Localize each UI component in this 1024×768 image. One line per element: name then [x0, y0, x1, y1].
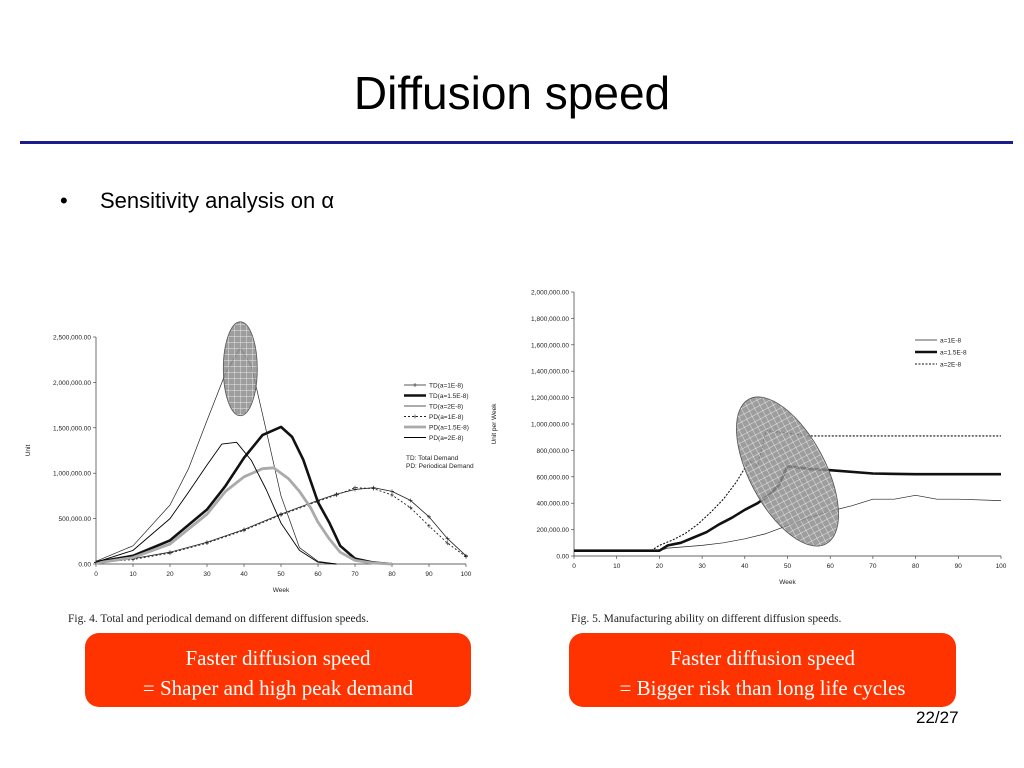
callout-line: = Shaper and high peak demand: [142, 676, 414, 700]
x-tick-label: 100: [461, 571, 472, 578]
slide-title: Diffusion speed: [353, 67, 671, 119]
series-point: [334, 492, 339, 497]
y-tick-label: 1,500,000.00: [53, 425, 91, 432]
y-tick-label: 200,000.00: [536, 527, 569, 534]
series-point: [242, 528, 246, 533]
y-tick-label: 2,000,000.00: [531, 290, 569, 297]
y-tick-label: 1,200,000.00: [531, 395, 569, 402]
x-tick-label: 10: [613, 563, 621, 570]
series-point: [390, 489, 394, 494]
x-tick-label: 10: [129, 571, 137, 578]
legend-label: a=1.5E-8: [940, 350, 967, 357]
series-point: [316, 499, 320, 504]
x-tick-label: 100: [996, 563, 1007, 570]
series-line: [574, 464, 1001, 552]
callout-line: = Bigger risk than long life cycles: [619, 676, 906, 700]
legend-label: TD(a=2E-8): [429, 404, 463, 411]
y-tick-label: 2,500,000.00: [53, 335, 91, 342]
bullet-icon: •: [60, 188, 68, 213]
callout-peak-demand: Faster diffusion speed = Shaper and high…: [85, 633, 471, 707]
series-point: [371, 486, 376, 491]
legend-label: a=1E-8: [940, 338, 962, 345]
legend-label: TD(a=1E-8): [429, 383, 463, 390]
y-tick-label: 1,800,000.00: [531, 316, 569, 323]
series-point: [427, 514, 431, 519]
x-tick-label: 50: [784, 563, 792, 570]
x-tick-label: 80: [388, 571, 396, 578]
x-tick-label: 60: [314, 571, 322, 578]
series-point: [205, 541, 209, 546]
series-point: [427, 523, 431, 528]
x-tick-label: 90: [425, 571, 433, 578]
title-divider: [20, 141, 1013, 144]
x-tick-label: 30: [203, 571, 211, 578]
legend-label: a=2E-8: [940, 362, 962, 369]
legend-note: TD: Total Demand: [406, 455, 459, 462]
series-line: [95, 466, 393, 566]
y-tick-label: 1,600,000.00: [531, 342, 569, 349]
series-line: [95, 487, 467, 564]
x-tick-label: 60: [827, 563, 835, 570]
legend-label: PD(a=2E-8): [429, 435, 464, 442]
legend-label: TD(a=1.5E-8): [429, 393, 469, 400]
x-tick-label: 70: [869, 563, 877, 570]
x-tick-label: 80: [912, 563, 920, 570]
y-tick-label: 800,000.00: [536, 448, 569, 455]
legend-note: PD: Periodical Demand: [406, 463, 474, 470]
x-tick-label: 90: [955, 563, 963, 570]
bullet-text: Sensitivity analysis on α: [100, 188, 335, 213]
callout-line: Faster diffusion speed: [185, 646, 371, 670]
series-line: [95, 441, 337, 565]
y-tick-label: 1,000,000.00: [53, 471, 91, 478]
y-tick-label: 600,000.00: [536, 474, 569, 481]
x-axis-title: Week: [779, 579, 796, 586]
x-tick-label: 20: [656, 563, 664, 570]
y-axis-title: Unit per Week: [491, 403, 498, 445]
y-tick-label: 1,400,000.00: [531, 369, 569, 376]
chart-total-periodical-demand: 0 10 20 30 40 50 60 70 80 90 100 0.00 500,000.00 1,00…: [25, 321, 474, 625]
callout-risk: Faster diffusion speed = Bigger risk tha…: [569, 633, 956, 707]
x-axis-title: Week: [273, 587, 290, 594]
figure-caption: Fig. 4. Total and periodical demand on d…: [68, 613, 369, 625]
highlight-ellipse: [222, 321, 258, 417]
series-line: [95, 425, 393, 566]
series-point: [445, 536, 450, 541]
legend-label: PD(a=1.5E-8): [429, 425, 469, 432]
x-tick-label: 0: [94, 571, 98, 578]
y-tick-label: 400,000.00: [536, 501, 569, 508]
series-point: [279, 512, 283, 517]
figure-caption: Fig. 5. Manufacturing ability on differe…: [571, 613, 842, 625]
series-point: [390, 492, 394, 497]
x-tick-label: 70: [351, 571, 359, 578]
series-point: [445, 541, 450, 546]
legend-marker: [413, 414, 417, 419]
x-tick-label: 30: [698, 563, 706, 570]
series-point: [168, 551, 172, 556]
y-tick-label: 2,000,000.00: [53, 380, 91, 387]
x-tick-label: 20: [166, 571, 174, 578]
series-point: [408, 498, 413, 503]
y-tick-label: 0.00: [78, 562, 91, 569]
x-tick-label: 40: [741, 563, 749, 570]
y-tick-label: 0.00: [556, 554, 569, 561]
y-tick-label: 500,000.00: [58, 516, 91, 523]
legend-marker: [413, 383, 417, 387]
bullet-point: • Sensitivity analysis on α: [60, 188, 334, 214]
highlight-ellipse: [736, 396, 839, 547]
callout-line: Faster diffusion speed: [669, 646, 856, 670]
series-point: [353, 485, 357, 490]
series-point: [464, 554, 468, 559]
y-tick-label: 1,000,000.00: [531, 422, 569, 429]
page-number: 22/27: [916, 708, 959, 727]
x-tick-label: 0: [572, 563, 576, 570]
series-point: [408, 505, 413, 510]
x-tick-label: 40: [240, 571, 248, 578]
x-tick-label: 50: [277, 571, 285, 578]
chart-manufacturing-ability: 0 10 20 30 40 50 60 70 80 90 100 0.00 200,000.00 400,…: [491, 290, 1007, 626]
y-axis-title: Unit: [25, 445, 32, 457]
legend-label: PD(a=1E-8): [429, 414, 464, 421]
